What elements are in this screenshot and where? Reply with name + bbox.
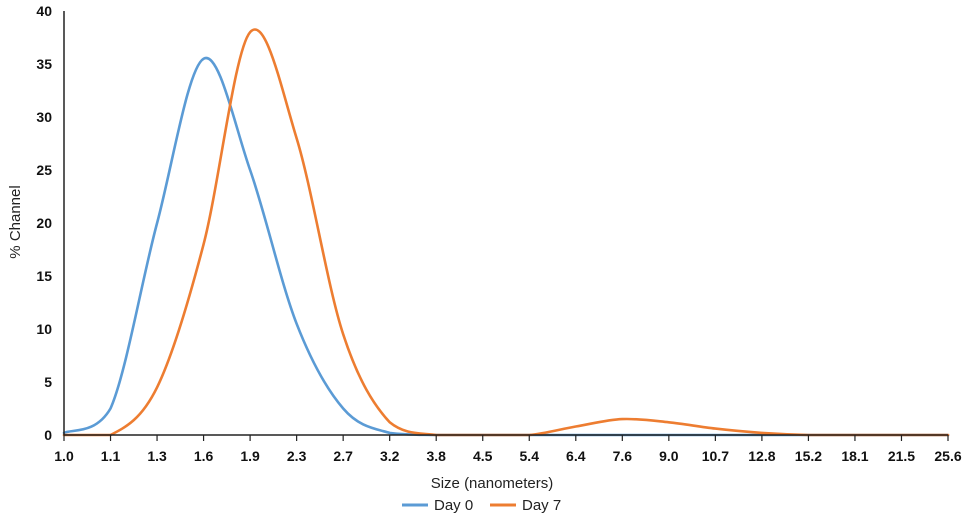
x-tick-label: 1.1 — [101, 448, 121, 464]
x-tick-label: 12.8 — [748, 448, 775, 464]
x-tick-label: 2.3 — [287, 448, 307, 464]
x-tick-label: 21.5 — [888, 448, 915, 464]
x-tick-label: 1.3 — [147, 448, 167, 464]
y-tick-label: 25 — [36, 162, 52, 178]
y-tick-label: 10 — [36, 321, 52, 337]
x-tick-label: 4.5 — [473, 448, 493, 464]
x-tick-label: 5.4 — [520, 448, 540, 464]
legend-item-day-0: Day 0 — [402, 497, 473, 514]
x-tick-label: 3.8 — [426, 448, 446, 464]
x-tick-label: 2.7 — [333, 448, 353, 464]
x-axis-title: Size (nanometers) — [431, 475, 554, 492]
series-line-day-0 — [62, 56, 950, 437]
legend-label: Day 7 — [522, 497, 561, 514]
x-tick-label: 18.1 — [841, 448, 868, 464]
x-tick-label: 1.6 — [194, 448, 214, 464]
y-tick-label: 20 — [36, 215, 52, 231]
series-line-day-7 — [62, 28, 950, 437]
y-axis-title: % Channel — [7, 185, 24, 258]
x-tick-label: 1.9 — [240, 448, 260, 464]
x-tick-label: 3.2 — [380, 448, 400, 464]
y-tick-label: 35 — [36, 56, 52, 72]
legend-item-day-7: Day 7 — [490, 497, 561, 514]
x-tick-label: 15.2 — [795, 448, 822, 464]
y-tick-label: 30 — [36, 109, 52, 125]
legend-label: Day 0 — [434, 497, 473, 514]
y-tick-label: 0 — [44, 427, 52, 443]
x-tick-label: 1.0 — [54, 448, 74, 464]
legend: Day 0 Day 7 — [402, 497, 561, 514]
plot-area — [62, 28, 950, 437]
x-tick-label: 7.6 — [613, 448, 633, 464]
x-tick-label: 25.6 — [934, 448, 961, 464]
x-tick-label: 9.0 — [659, 448, 679, 464]
y-tick-label: 5 — [44, 374, 52, 390]
x-tick-label: 6.4 — [566, 448, 586, 464]
y-tick-label: 40 — [36, 3, 52, 19]
x-axis: 1.0 1.1 1.3 1.6 1.9 2.3 2.7 3.2 3.8 4.5 5.4 6.4 7.6 9… — [54, 434, 962, 464]
x-tick-label: 10.7 — [702, 448, 729, 464]
y-tick-label: 15 — [36, 268, 52, 284]
y-axis: 0 5 10 15 20 25 30 35 40 — [36, 3, 65, 443]
